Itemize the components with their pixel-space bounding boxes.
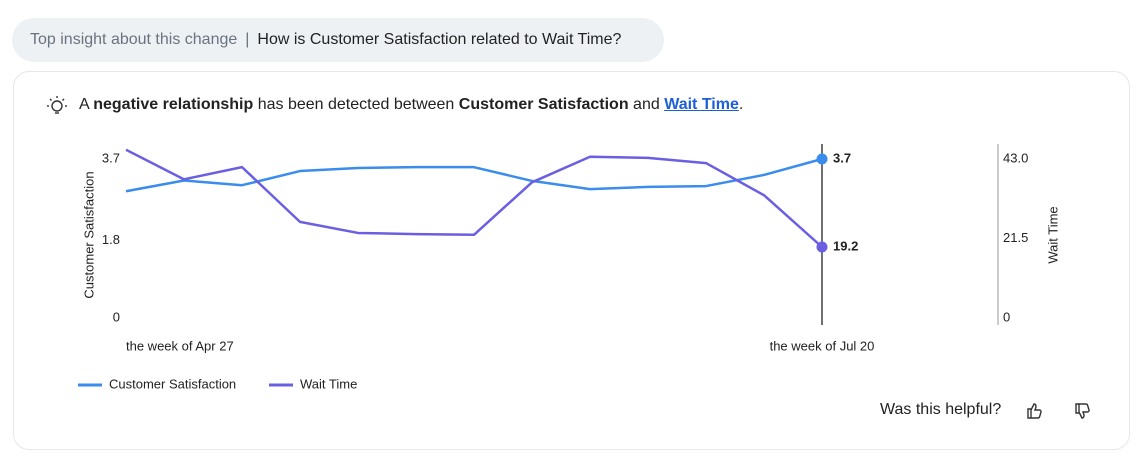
pill-separator: |	[245, 31, 250, 48]
series-line	[125, 148, 823, 248]
legend-label: Customer Satisfaction	[109, 376, 236, 391]
y-tick-label: 0	[113, 309, 120, 324]
insight-bold: Customer Satisfaction	[458, 96, 629, 113]
insight-text: A negative relationship has been detecte…	[79, 96, 743, 114]
pill-question: How is Customer Satisfaction related to …	[257, 31, 622, 48]
question-pill[interactable]: Top insight about this change | How is Cus…	[12, 18, 664, 62]
y2-tick-label: 0	[1003, 309, 1010, 324]
insight-part: has been detected between	[253, 96, 459, 113]
y2-tick-label: 43.0	[1003, 150, 1028, 165]
end-value-label: 19.2	[833, 238, 858, 253]
end-point	[816, 241, 828, 253]
end-value-label: 3.7	[833, 150, 851, 165]
insight-part: A	[79, 96, 94, 113]
series-line	[125, 157, 823, 193]
x-tick-label: the week of Jul 20	[770, 338, 875, 353]
thumbs-down[interactable]	[1075, 403, 1090, 419]
insight-card	[13, 71, 1130, 450]
bulb-icon	[47, 96, 67, 114]
insight-link[interactable]: Wait Time	[664, 96, 739, 113]
insight-bold: negative relationship	[93, 96, 254, 113]
y-axis-title: Customer Satisfaction	[81, 171, 96, 298]
thumbs-up[interactable]	[1027, 403, 1042, 419]
y2-axis-title: Wait Time	[1045, 206, 1060, 263]
pill-label: Top insight about this change	[30, 31, 238, 48]
insight-part: .	[738, 96, 744, 113]
y-tick-label: 1.8	[102, 232, 120, 247]
insight-part: and	[628, 96, 665, 113]
end-point	[816, 153, 828, 165]
y-tick-label: 3.7	[102, 150, 120, 165]
y2-tick-label: 21.5	[1003, 230, 1028, 245]
feedback-question: Was this helpful?	[880, 401, 1002, 418]
legend-label: Wait Time	[300, 376, 357, 391]
x-tick-label: the week of Apr 27	[126, 338, 234, 353]
